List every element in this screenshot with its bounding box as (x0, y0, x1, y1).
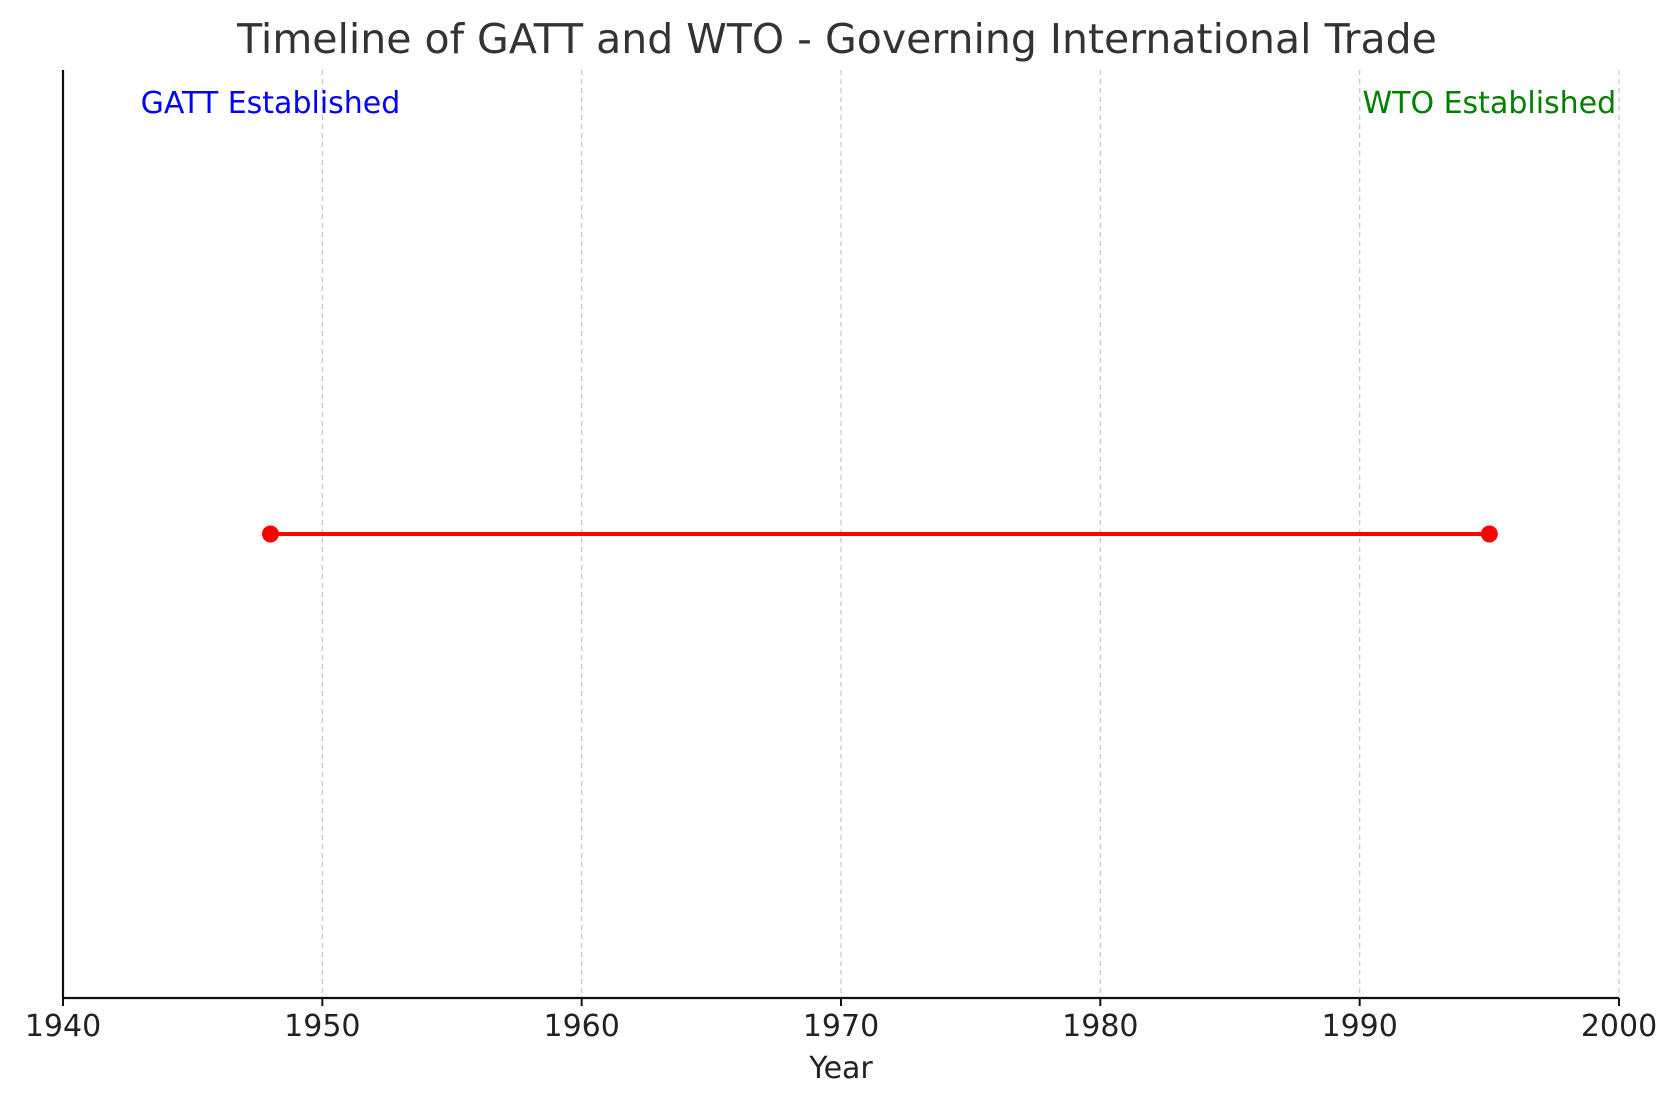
timeline-point (261, 525, 279, 543)
annotations-group: GATT Established WTO Established (141, 86, 1617, 121)
x-tick-label: 2000 (1581, 1009, 1657, 1044)
x-tick-label: 1990 (1321, 1009, 1397, 1044)
x-tick-label: 1970 (803, 1009, 879, 1044)
x-tick-label: 1950 (284, 1009, 360, 1044)
x-axis-ticks: 1940 1950 1960 1970 1980 1990 2000 (25, 998, 1657, 1044)
event-annotation: GATT Established (141, 86, 401, 121)
x-tick-label: 1980 (1062, 1009, 1138, 1044)
timeline-point (1480, 525, 1498, 543)
x-axis-label: Year (808, 1051, 873, 1086)
chart-title: Timeline of GATT and WTO - Governing Int… (236, 15, 1437, 63)
event-annotation: WTO Established (1362, 86, 1616, 121)
x-tick-label: 1940 (25, 1009, 101, 1044)
series-group (261, 525, 1498, 543)
x-tick-label: 1960 (543, 1009, 619, 1044)
